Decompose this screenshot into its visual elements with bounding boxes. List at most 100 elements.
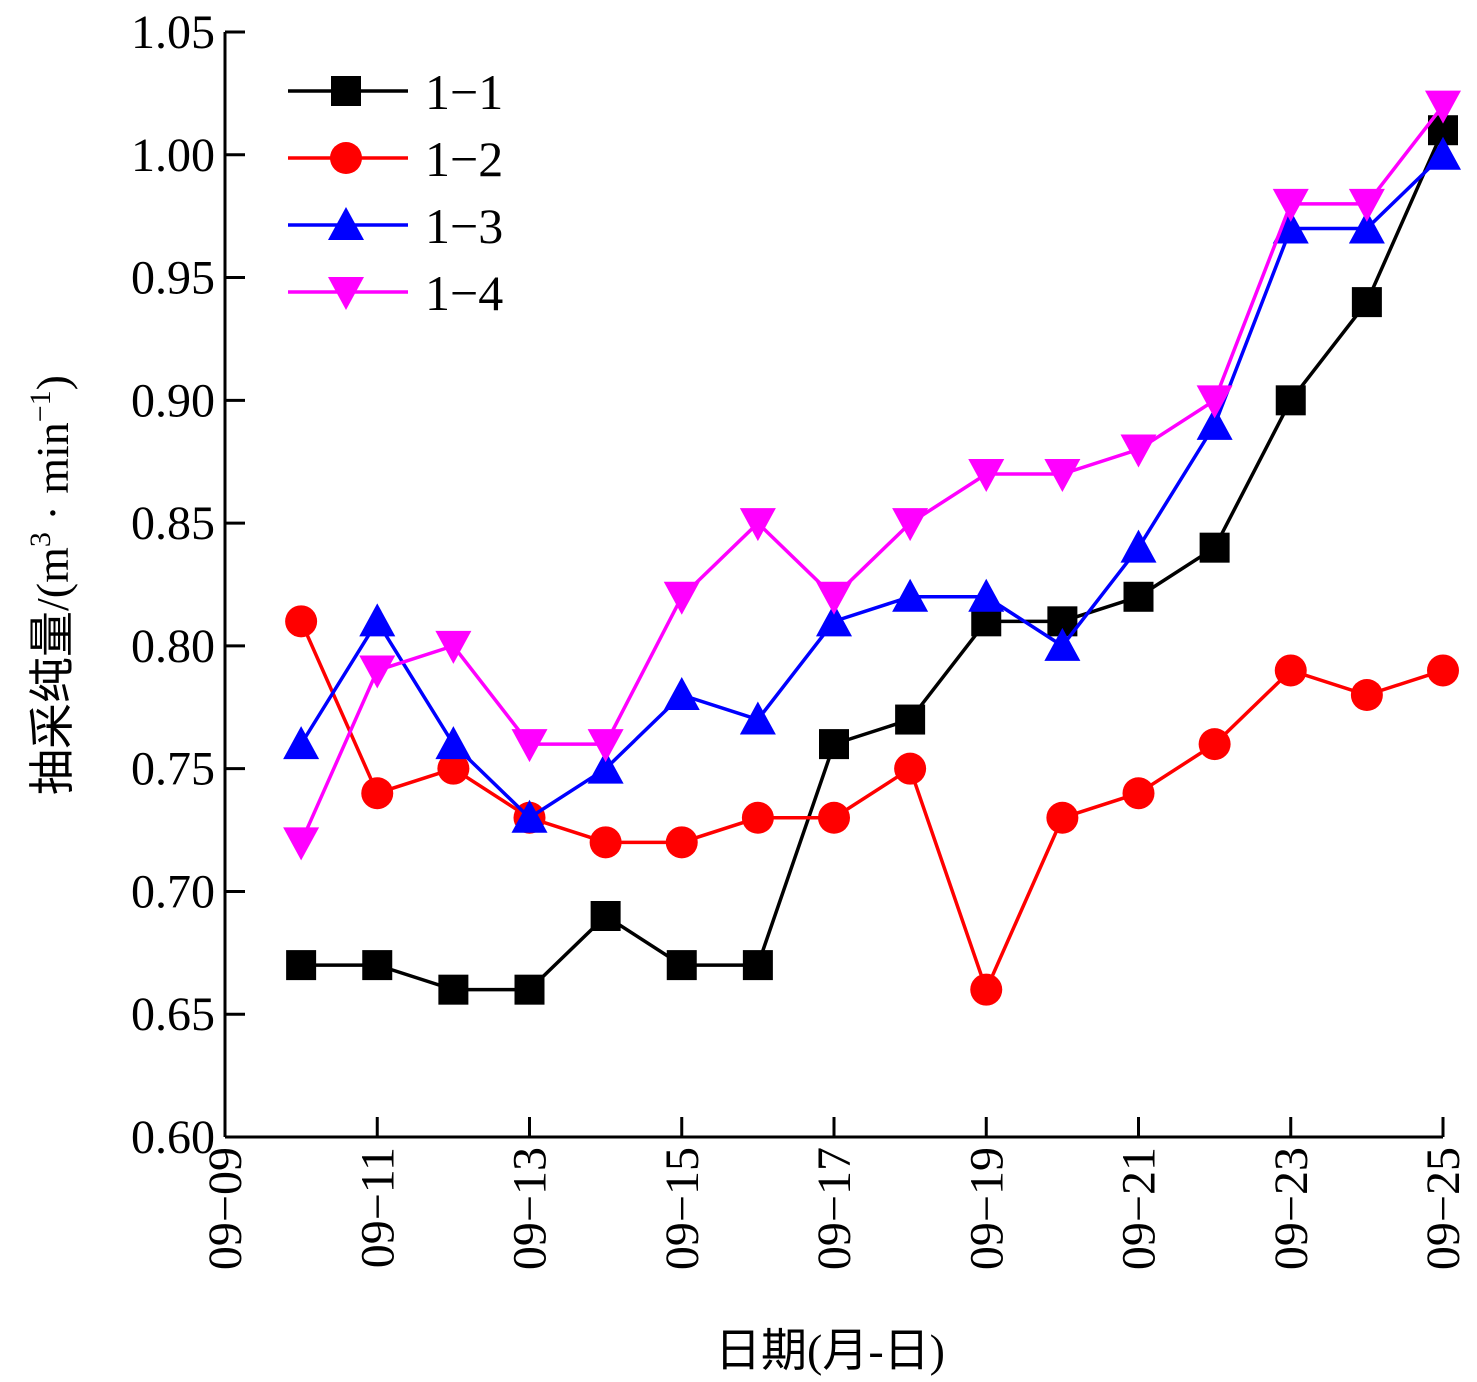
data-point	[1427, 654, 1459, 687]
data-point	[1196, 385, 1233, 419]
data-point	[1198, 728, 1231, 761]
x-tick-label: 09−17	[808, 1147, 861, 1270]
series-line	[299, 153, 1445, 821]
data-point	[666, 950, 697, 981]
data-point	[285, 605, 318, 638]
data-point	[283, 827, 320, 861]
legend-item: 1−4	[288, 265, 503, 321]
y-axis-ticks: 0.60 0.65 0.70 0.75 0.80 0.85 0.90 0.95 1.00 1.05	[131, 6, 245, 1164]
data-point	[1274, 654, 1307, 687]
legend-item: 1−2	[288, 131, 503, 187]
data-point	[739, 701, 776, 735]
data-point	[968, 578, 1005, 612]
data-point	[1350, 679, 1383, 711]
data-point	[283, 726, 320, 760]
y-axis-label-mid: · min	[27, 422, 78, 532]
data-point	[816, 581, 852, 615]
data-point	[587, 729, 624, 763]
data-point	[1046, 801, 1079, 834]
data-point	[819, 729, 849, 760]
data-point	[1348, 210, 1385, 244]
data-point	[742, 950, 773, 981]
legend-label: 1−2	[425, 131, 503, 187]
y-tick-label: 0.65	[131, 988, 215, 1041]
legend-label: 1−3	[425, 198, 503, 254]
y-tick-label: 0.90	[131, 374, 215, 427]
data-point	[741, 801, 774, 834]
data-point	[435, 630, 472, 664]
data-point	[1120, 434, 1157, 468]
data-point	[895, 704, 926, 735]
data-point	[1348, 188, 1385, 222]
x-tick-label: 09−21	[1113, 1147, 1166, 1270]
x-axis-ticks: 09−09 09−11 09−13 09−15 09−17 09−19 09−21 09−23…	[199, 1117, 1470, 1270]
y-tick-label: 1.05	[131, 6, 215, 59]
legend-item: 1−3	[288, 198, 503, 254]
data-point	[892, 508, 929, 542]
data-point	[590, 901, 621, 931]
legend-marker	[328, 207, 364, 240]
y-axis-label: 抽采纯量/(m3 · min−1)	[24, 375, 78, 795]
data-point	[362, 950, 393, 981]
data-point	[968, 459, 1005, 492]
series-group	[283, 90, 1461, 1006]
data-point	[514, 974, 545, 1005]
data-point	[511, 799, 548, 833]
data-point	[1272, 188, 1309, 222]
y-axis-label-end: )	[27, 375, 78, 390]
data-point	[1196, 406, 1233, 440]
data-point	[359, 655, 396, 689]
y-axis-label-main: 抽采纯量/(m	[27, 547, 78, 795]
data-point	[286, 950, 317, 981]
x-tick-label: 09−19	[960, 1147, 1013, 1270]
series-1−3	[283, 136, 1461, 833]
y-axis-label-sup2: −1	[24, 390, 57, 422]
series-1−4	[283, 90, 1461, 861]
legend: 1−1 1−2 1−3 1−4	[288, 64, 503, 321]
y-tick-label: 1.00	[131, 129, 215, 182]
y-tick-label: 0.80	[131, 620, 215, 673]
data-point	[892, 578, 929, 612]
data-point	[665, 826, 698, 859]
data-point	[663, 677, 700, 710]
data-point	[1122, 777, 1155, 810]
y-tick-label: 0.75	[131, 743, 215, 796]
x-axis-label: 日期(月-日)	[715, 1325, 945, 1376]
legend-label: 1−4	[425, 265, 503, 321]
legend-marker	[331, 76, 361, 106]
x-tick-label: 09−11	[351, 1147, 404, 1268]
data-point	[1272, 210, 1309, 244]
data-point	[1120, 529, 1157, 563]
x-tick-label: 09−15	[656, 1147, 709, 1270]
x-tick-label: 09−23	[1265, 1147, 1318, 1270]
x-tick-label: 09−13	[504, 1147, 557, 1270]
data-point	[361, 777, 394, 810]
y-axis-label-sup1: 3	[24, 532, 57, 547]
data-point	[818, 801, 850, 834]
legend-item: 1−1	[288, 64, 503, 120]
data-point	[587, 750, 624, 784]
data-point	[359, 603, 396, 637]
data-point	[437, 752, 470, 785]
data-point	[894, 752, 927, 785]
x-tick-label: 09−09	[199, 1147, 252, 1270]
data-point	[438, 974, 469, 1005]
y-tick-label: 0.85	[131, 497, 215, 550]
legend-label: 1−1	[425, 64, 503, 120]
data-point	[1123, 581, 1154, 612]
series-1−1	[286, 115, 1458, 1005]
data-point	[1044, 627, 1081, 661]
data-point	[1199, 532, 1230, 563]
data-point	[435, 726, 472, 760]
data-point	[589, 826, 622, 859]
data-point	[816, 603, 852, 637]
data-point	[970, 973, 1003, 1006]
legend-marker	[328, 277, 364, 310]
data-point	[1425, 90, 1461, 124]
y-tick-label: 0.70	[131, 865, 215, 918]
data-point	[739, 508, 776, 542]
series-line	[299, 104, 1445, 844]
y-tick-label: 0.95	[131, 252, 215, 305]
series-line	[299, 620, 1444, 995]
